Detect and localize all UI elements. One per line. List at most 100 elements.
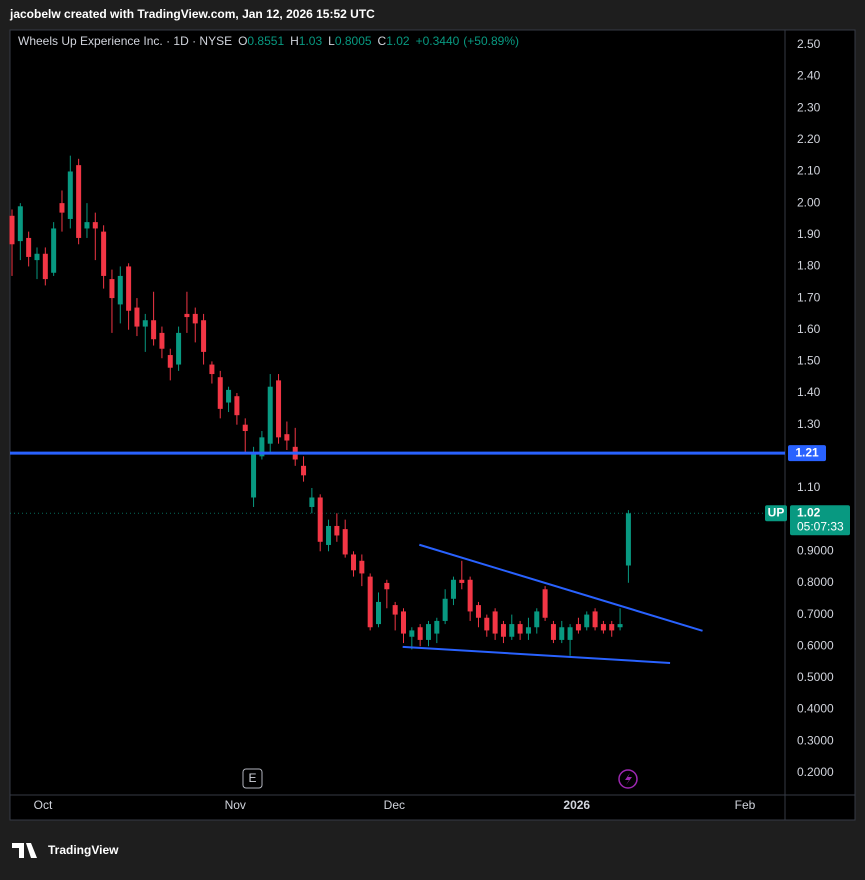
event-bolt — [625, 773, 632, 785]
candle-body — [267, 386, 273, 444]
candle-body — [475, 605, 481, 618]
x-tick-label: Dec — [384, 798, 405, 812]
candle-body — [76, 165, 82, 238]
candle-body — [217, 377, 223, 409]
candle-body — [276, 380, 282, 438]
y-tick-label: 2.20 — [797, 132, 821, 146]
candle-body — [101, 231, 107, 276]
candle-body — [384, 582, 390, 590]
x-tick-label: 2026 — [563, 798, 590, 812]
candle-body — [509, 624, 515, 637]
legend: Wheels Up Experience Inc. · 1D · NYSE O0.… — [18, 34, 519, 48]
candle-body — [26, 237, 32, 257]
candle-body — [326, 525, 332, 545]
candle-body — [351, 554, 357, 571]
x-tick-label: Oct — [34, 798, 53, 812]
candle-body — [117, 275, 123, 305]
x-tick-label: Nov — [225, 798, 246, 812]
symbol-label: UP — [768, 505, 785, 519]
candle-body — [134, 307, 140, 327]
earnings-label[interactable]: E — [248, 771, 256, 785]
y-tick-label: 0.7000 — [797, 607, 834, 621]
candle-body — [625, 513, 631, 566]
candle-body — [201, 320, 207, 352]
candle-body — [176, 332, 182, 365]
candle-body — [584, 614, 590, 628]
y-tick-label: 2.10 — [797, 164, 821, 178]
candle-body — [550, 624, 556, 640]
y-tick-label: 2.40 — [797, 69, 821, 83]
candle-body — [42, 253, 48, 280]
candle-body — [525, 627, 531, 634]
candle-body — [400, 611, 406, 634]
candle-body — [9, 215, 15, 245]
y-tick-label: 0.9000 — [797, 543, 834, 557]
y-tick-label: 1.80 — [797, 259, 821, 273]
candle-body — [92, 222, 98, 229]
y-tick-label: 0.4000 — [797, 702, 834, 716]
y-tick-label: 0.6000 — [797, 638, 834, 652]
countdown-label: 05:07:33 — [797, 519, 844, 533]
candle-body — [59, 203, 65, 213]
candle-body — [259, 437, 265, 457]
candle-body — [492, 611, 498, 634]
candle-body — [84, 222, 90, 229]
candle-body — [309, 497, 315, 507]
trendline — [419, 543, 703, 632]
legend-key: L — [328, 34, 335, 48]
y-tick-label: 0.2000 — [797, 765, 834, 779]
candle-body — [34, 253, 40, 261]
candle-body — [442, 598, 448, 621]
candle-body — [284, 434, 290, 441]
candle-body — [226, 389, 232, 403]
y-tick-label: 1.70 — [797, 290, 821, 304]
legend-key: C — [378, 34, 387, 48]
candle-body — [376, 601, 382, 625]
candle-body — [159, 332, 165, 349]
candle-body — [301, 465, 307, 476]
candle-body — [517, 624, 523, 634]
legend-value: 0.8005 — [335, 34, 372, 48]
candle-body — [409, 630, 415, 637]
candle-body — [251, 453, 257, 498]
candle-body — [425, 624, 431, 640]
candle-body — [592, 611, 598, 628]
candle-body — [542, 589, 548, 618]
legend-change: +0.3440 — [416, 34, 460, 48]
x-tick-label: Feb — [735, 798, 756, 812]
candle-body — [167, 355, 173, 368]
candle-body — [392, 605, 398, 615]
symbol-box — [765, 505, 787, 522]
earnings-icon[interactable] — [242, 768, 263, 789]
y-tick-label: 1.60 — [797, 322, 821, 336]
candle-body — [534, 611, 540, 628]
candle-body — [559, 627, 565, 640]
y-tick-label: 2.00 — [797, 195, 821, 209]
candle-body — [242, 424, 248, 432]
last-price-box — [790, 505, 850, 536]
candle-body — [142, 320, 148, 327]
candle-body — [334, 525, 340, 536]
y-tick-label: 2.50 — [797, 37, 821, 51]
candle-body — [417, 627, 423, 640]
candle-body — [484, 617, 490, 631]
candle-body — [317, 497, 323, 542]
candle-body — [67, 171, 73, 219]
candle-body — [151, 320, 157, 340]
footer-logo — [12, 843, 37, 858]
candle-body — [609, 624, 615, 631]
candle-body — [51, 228, 57, 273]
y-tick-label: 1.10 — [797, 480, 821, 494]
candle-body — [467, 579, 473, 612]
legend-title: Wheels Up Experience Inc. · 1D · NYSE — [18, 34, 232, 48]
candle-body — [184, 313, 190, 318]
chart-pane — [9, 29, 856, 821]
candle-body — [600, 624, 606, 631]
y-tick-label: 1.30 — [797, 417, 821, 431]
legend-value: 0.8551 — [247, 34, 284, 48]
y-tick-label: 2.30 — [797, 100, 821, 114]
candle-body — [434, 620, 440, 634]
last-price-label: 1.02 — [797, 505, 821, 519]
event-icon[interactable] — [618, 769, 638, 789]
